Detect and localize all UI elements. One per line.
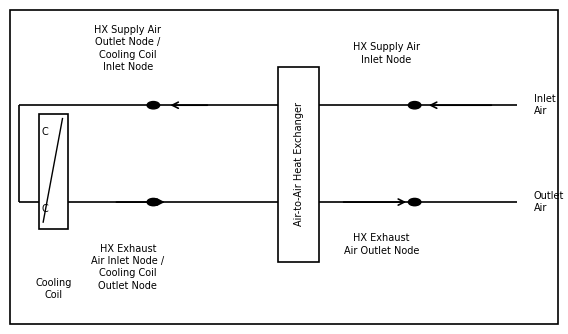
Text: HX Supply Air
Inlet Node: HX Supply Air Inlet Node bbox=[353, 42, 420, 65]
Text: C: C bbox=[41, 127, 48, 137]
Bar bbox=[39, 114, 68, 229]
Text: Outlet
Air: Outlet Air bbox=[534, 191, 564, 213]
Circle shape bbox=[147, 198, 160, 206]
Text: C: C bbox=[41, 204, 48, 214]
Text: Cooling
Coil: Cooling Coil bbox=[35, 278, 72, 300]
Text: Inlet
Air: Inlet Air bbox=[534, 94, 556, 117]
Text: Air-to-Air Heat Exchanger: Air-to-Air Heat Exchanger bbox=[294, 102, 304, 226]
Text: HX Supply Air
Outlet Node /
Cooling Coil
Inlet Node: HX Supply Air Outlet Node / Cooling Coil… bbox=[94, 25, 161, 72]
Circle shape bbox=[408, 102, 421, 109]
Text: HX Exhaust
Air Inlet Node /
Cooling Coil
Outlet Node: HX Exhaust Air Inlet Node / Cooling Coil… bbox=[91, 243, 164, 291]
Circle shape bbox=[408, 198, 421, 206]
Text: HX Exhaust
Air Outlet Node: HX Exhaust Air Outlet Node bbox=[344, 233, 419, 256]
Bar bbox=[278, 67, 319, 262]
Circle shape bbox=[147, 102, 160, 109]
